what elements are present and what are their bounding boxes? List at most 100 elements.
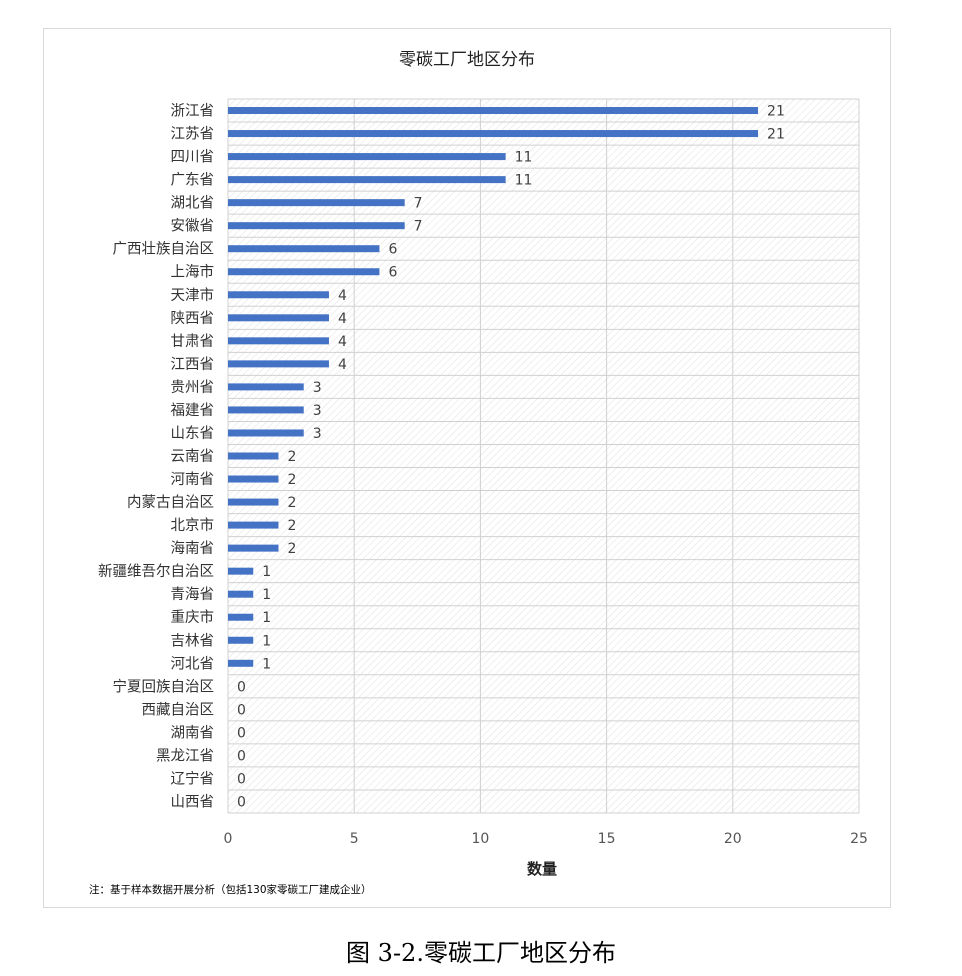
bar [228, 245, 380, 253]
chart-note: 注：基于样本数据开展分析（包括130家零碳工厂建成企业） [89, 883, 372, 896]
category-label: 辽宁省 [171, 770, 215, 787]
bar [228, 337, 329, 345]
category-label: 江苏省 [171, 126, 215, 143]
category-label: 江西省 [171, 356, 215, 373]
data-label: 4 [338, 288, 347, 304]
data-label: 2 [287, 495, 296, 511]
category-label: 湖南省 [171, 724, 215, 741]
bar [228, 291, 329, 299]
data-label: 1 [262, 633, 271, 649]
category-label: 四川省 [171, 149, 215, 166]
data-label: 2 [287, 541, 296, 557]
bar [228, 452, 279, 460]
bar [228, 360, 329, 368]
category-label: 青海省 [171, 586, 215, 603]
data-label: 0 [237, 748, 246, 764]
bar [228, 199, 405, 207]
bar [228, 130, 759, 138]
category-label: 新疆维吾尔自治区 [98, 563, 214, 580]
x-tick-label: 25 [850, 831, 868, 847]
bar [228, 590, 254, 598]
data-label: 1 [262, 587, 271, 603]
bar [228, 176, 506, 184]
category-label: 宁夏回族自治区 [113, 678, 215, 695]
category-label: 贵州省 [171, 379, 215, 396]
category-label: 广西壮族自治区 [113, 241, 215, 258]
category-label: 云南省 [171, 448, 215, 465]
data-label: 0 [237, 679, 246, 695]
data-label: 11 [515, 150, 533, 166]
category-label: 内蒙古自治区 [127, 494, 214, 511]
bar [228, 475, 279, 483]
category-label: 浙江省 [171, 103, 215, 120]
category-label: 重庆市 [171, 609, 215, 626]
category-label: 福建省 [171, 402, 215, 419]
plot-area [228, 99, 859, 813]
category-label: 山东省 [171, 425, 215, 442]
category-label: 西藏自治区 [142, 701, 215, 718]
category-label: 湖北省 [171, 195, 215, 212]
bar [228, 153, 506, 161]
data-label: 11 [515, 173, 533, 189]
data-label: 3 [313, 380, 322, 396]
category-label: 海南省 [171, 540, 215, 557]
category-label: 安徽省 [171, 218, 215, 235]
category-label: 天津市 [171, 287, 215, 304]
x-tick-label: 0 [224, 831, 233, 847]
data-label: 2 [287, 449, 296, 465]
category-label: 北京市 [171, 517, 215, 534]
data-label: 1 [262, 564, 271, 580]
chart-title: 零碳工厂地区分布 [399, 50, 535, 70]
data-label: 6 [388, 242, 397, 258]
data-label: 1 [262, 656, 271, 672]
bar [228, 544, 279, 552]
figure-caption: 图 3-2.零碳工厂地区分布 [346, 939, 616, 967]
x-axis-label: 数量 [527, 860, 557, 878]
category-label: 吉林省 [171, 632, 215, 649]
bar [228, 383, 304, 391]
bar [228, 613, 254, 621]
category-label: 山西省 [171, 793, 215, 810]
bar [228, 567, 254, 575]
data-label: 3 [313, 426, 322, 442]
data-label: 7 [414, 219, 423, 235]
x-tick-label: 20 [724, 831, 742, 847]
bar [228, 429, 304, 437]
bar [228, 636, 254, 644]
category-label: 陕西省 [171, 310, 215, 327]
data-label: 2 [287, 518, 296, 534]
data-label: 7 [414, 196, 423, 212]
bar-chart: 零碳工厂地区分布 浙江省江苏省四川省广东省湖北省安徽省广西壮族自治区上海市天津市… [89, 50, 868, 896]
data-label: 4 [338, 334, 347, 350]
category-label: 河北省 [171, 655, 215, 672]
bar [228, 659, 254, 667]
x-tick-label: 10 [471, 831, 489, 847]
bar [228, 314, 329, 322]
x-tick-label: 15 [598, 831, 616, 847]
category-label: 黑龙江省 [156, 747, 214, 764]
bar [228, 222, 405, 230]
data-label: 4 [338, 357, 347, 373]
data-label: 6 [388, 265, 397, 281]
data-label: 21 [767, 127, 785, 143]
bar [228, 268, 380, 276]
category-label: 上海市 [171, 264, 215, 281]
data-label: 1 [262, 610, 271, 626]
bar [228, 498, 279, 506]
data-label: 0 [237, 725, 246, 741]
data-label: 4 [338, 311, 347, 327]
bar [228, 107, 759, 115]
data-label: 3 [313, 403, 322, 419]
bar [228, 406, 304, 414]
data-label: 0 [237, 702, 246, 718]
chart-panel: 零碳工厂地区分布 浙江省江苏省四川省广东省湖北省安徽省广西壮族自治区上海市天津市… [43, 28, 891, 908]
x-tick-label: 5 [350, 831, 359, 847]
bar [228, 521, 279, 529]
data-label: 0 [237, 794, 246, 810]
category-label: 河南省 [171, 471, 215, 488]
category-label: 广东省 [171, 172, 215, 189]
data-label: 2 [287, 472, 296, 488]
data-label: 21 [767, 104, 785, 120]
data-label: 0 [237, 771, 246, 787]
category-label: 甘肃省 [171, 333, 215, 350]
